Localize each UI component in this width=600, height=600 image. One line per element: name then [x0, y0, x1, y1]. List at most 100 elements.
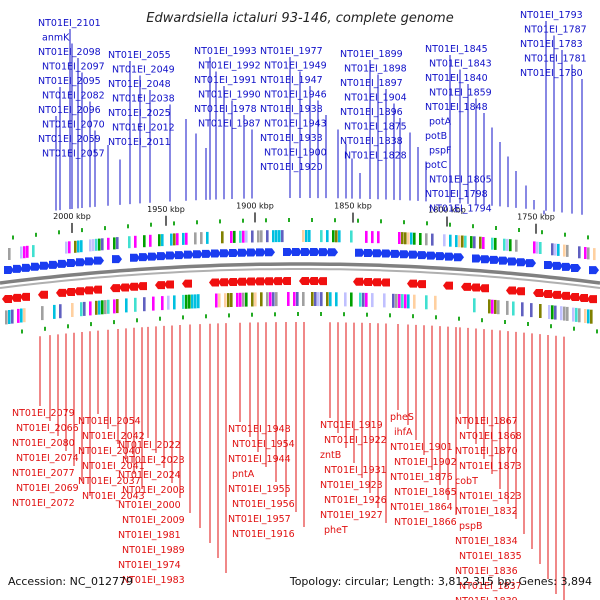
forward-feature-bar [176, 233, 179, 246]
forward-gene-label: NT01EI_1993 [194, 46, 257, 57]
reverse-feature-bar [383, 293, 386, 308]
forward-gene-label: potB [425, 131, 447, 142]
forward-marker [564, 232, 566, 237]
scale-tick-label: 1900 kbp [236, 201, 274, 210]
genome-summary-text: Topology: circular; Length: 3,812,315 bp… [289, 575, 592, 588]
forward-feature-bar [464, 235, 467, 248]
forward-marker [518, 228, 520, 232]
forward-gene-arrow [76, 258, 86, 267]
reverse-gene-arrow [308, 277, 318, 286]
reverse-marker [343, 312, 345, 317]
reverse-gene-arrow [515, 287, 525, 296]
reverse-feature-bar [185, 294, 188, 309]
reverse-gene-label: NT01EI_1955 [228, 484, 291, 495]
forward-gene-label: potA [429, 117, 452, 128]
forward-gene-arrow [418, 251, 428, 260]
forward-marker [58, 230, 60, 235]
forward-feature-bar [278, 230, 281, 243]
forward-feature-bar [80, 240, 83, 253]
forward-gene-arrow [130, 253, 140, 262]
reverse-gene-label: pspB [459, 521, 483, 532]
forward-feature-bar [101, 238, 104, 251]
reverse-gene-label: pheT [324, 525, 348, 536]
forward-feature-bar [143, 235, 146, 248]
forward-gene-label: NT01EI_1898 [344, 64, 407, 75]
forward-gene-arrow [157, 252, 167, 261]
forward-marker [334, 218, 336, 223]
forward-feature-bar [350, 230, 353, 243]
forward-feature-bar [491, 237, 494, 250]
reverse-feature-bar [236, 292, 239, 307]
reverse-feature-bar [89, 301, 92, 316]
reverse-marker [274, 312, 276, 317]
reverse-gene-label: NT01EI_1948 [228, 424, 291, 435]
reverse-feature-bar [254, 292, 257, 307]
forward-feature-bar [332, 230, 335, 243]
forward-feature-bar [320, 230, 323, 243]
forward-gene-label: NT01EI_1946 [264, 90, 327, 101]
forward-gene-label: NT01EI_1991 [194, 75, 257, 86]
forward-gene-label: NT01EI_1798 [425, 189, 488, 200]
reverse-gene-label: NT01EI_1867 [455, 416, 518, 427]
reverse-gene-arrow [479, 284, 489, 293]
forward-gene-label: NT01EI_2082 [42, 91, 105, 102]
forward-feature-bar [410, 232, 413, 245]
forward-gene-label: NT01EI_1896 [340, 107, 403, 118]
forward-gene-arrow [373, 249, 383, 258]
reverse-gene-arrow [236, 277, 246, 286]
forward-feature-bar [245, 230, 248, 243]
reverse-feature-bar [539, 304, 542, 318]
forward-feature-bar [338, 230, 341, 243]
reverse-gene-label: NT01EI_1835 [459, 551, 522, 562]
reverse-gene-label: NT01EI_2037 [78, 476, 141, 487]
reverse-feature-bar [296, 292, 299, 306]
forward-marker [541, 230, 543, 235]
reverse-feature-bar [188, 294, 191, 309]
reverse-feature-bar [395, 293, 398, 308]
forward-gene-arrow [58, 259, 68, 268]
reverse-marker [136, 318, 138, 323]
forward-gene-arrow [166, 251, 176, 260]
reverse-marker [182, 315, 184, 320]
reverse-feature-bar [59, 304, 62, 319]
forward-feature-bar [251, 230, 254, 243]
forward-gene-arrow [508, 257, 518, 266]
reverse-gene-label: NT01EI_2023 [122, 455, 185, 466]
reverse-feature-bar [134, 297, 137, 312]
reverse-gene-arrow [56, 288, 66, 297]
reverse-gene-label: NT01EI_1873 [459, 461, 522, 472]
forward-marker [12, 235, 14, 240]
scale-tick-label: 1850 kbp [334, 202, 372, 211]
forward-gene-arrow [517, 258, 527, 267]
forward-gene-arrow [220, 249, 230, 258]
reverse-feature-bar [398, 294, 401, 308]
reverse-gene-arrow [254, 277, 264, 286]
reverse-gene-label: NT01EI_1931 [324, 465, 387, 476]
reverse-gene-arrow [533, 289, 543, 298]
forward-marker [150, 222, 152, 227]
forward-gene-arrow [400, 250, 410, 259]
forward-gene-label: anmK [42, 33, 70, 44]
reverse-marker [412, 314, 414, 319]
forward-gene-arrow [526, 259, 536, 268]
forward-feature-bar [239, 230, 242, 243]
forward-gene-label: NT01EI_1859 [429, 88, 492, 99]
reverse-gene-arrow [182, 279, 192, 288]
forward-feature-bar [554, 243, 557, 256]
reverse-gene-label: NT01EI_1837 [459, 581, 522, 592]
reverse-feature-bar [23, 308, 26, 323]
reverse-gene-arrow [128, 282, 138, 291]
forward-feature-bar [473, 236, 476, 249]
forward-gene-label: potC [425, 160, 448, 171]
reverse-gene-arrow [461, 282, 471, 291]
forward-feature-bar [221, 231, 224, 244]
forward-gene-arrow [148, 252, 158, 261]
reverse-feature-bar [521, 302, 524, 317]
reverse-gene-label: NT01EI_2077 [12, 468, 75, 479]
forward-gene-arrow [139, 253, 149, 262]
reverse-gene-arrow [569, 292, 579, 301]
reverse-feature-bar [230, 293, 233, 307]
reverse-gene-label: ihfA [394, 427, 413, 438]
forward-marker [449, 222, 451, 227]
reverse-feature-bar [125, 298, 128, 313]
